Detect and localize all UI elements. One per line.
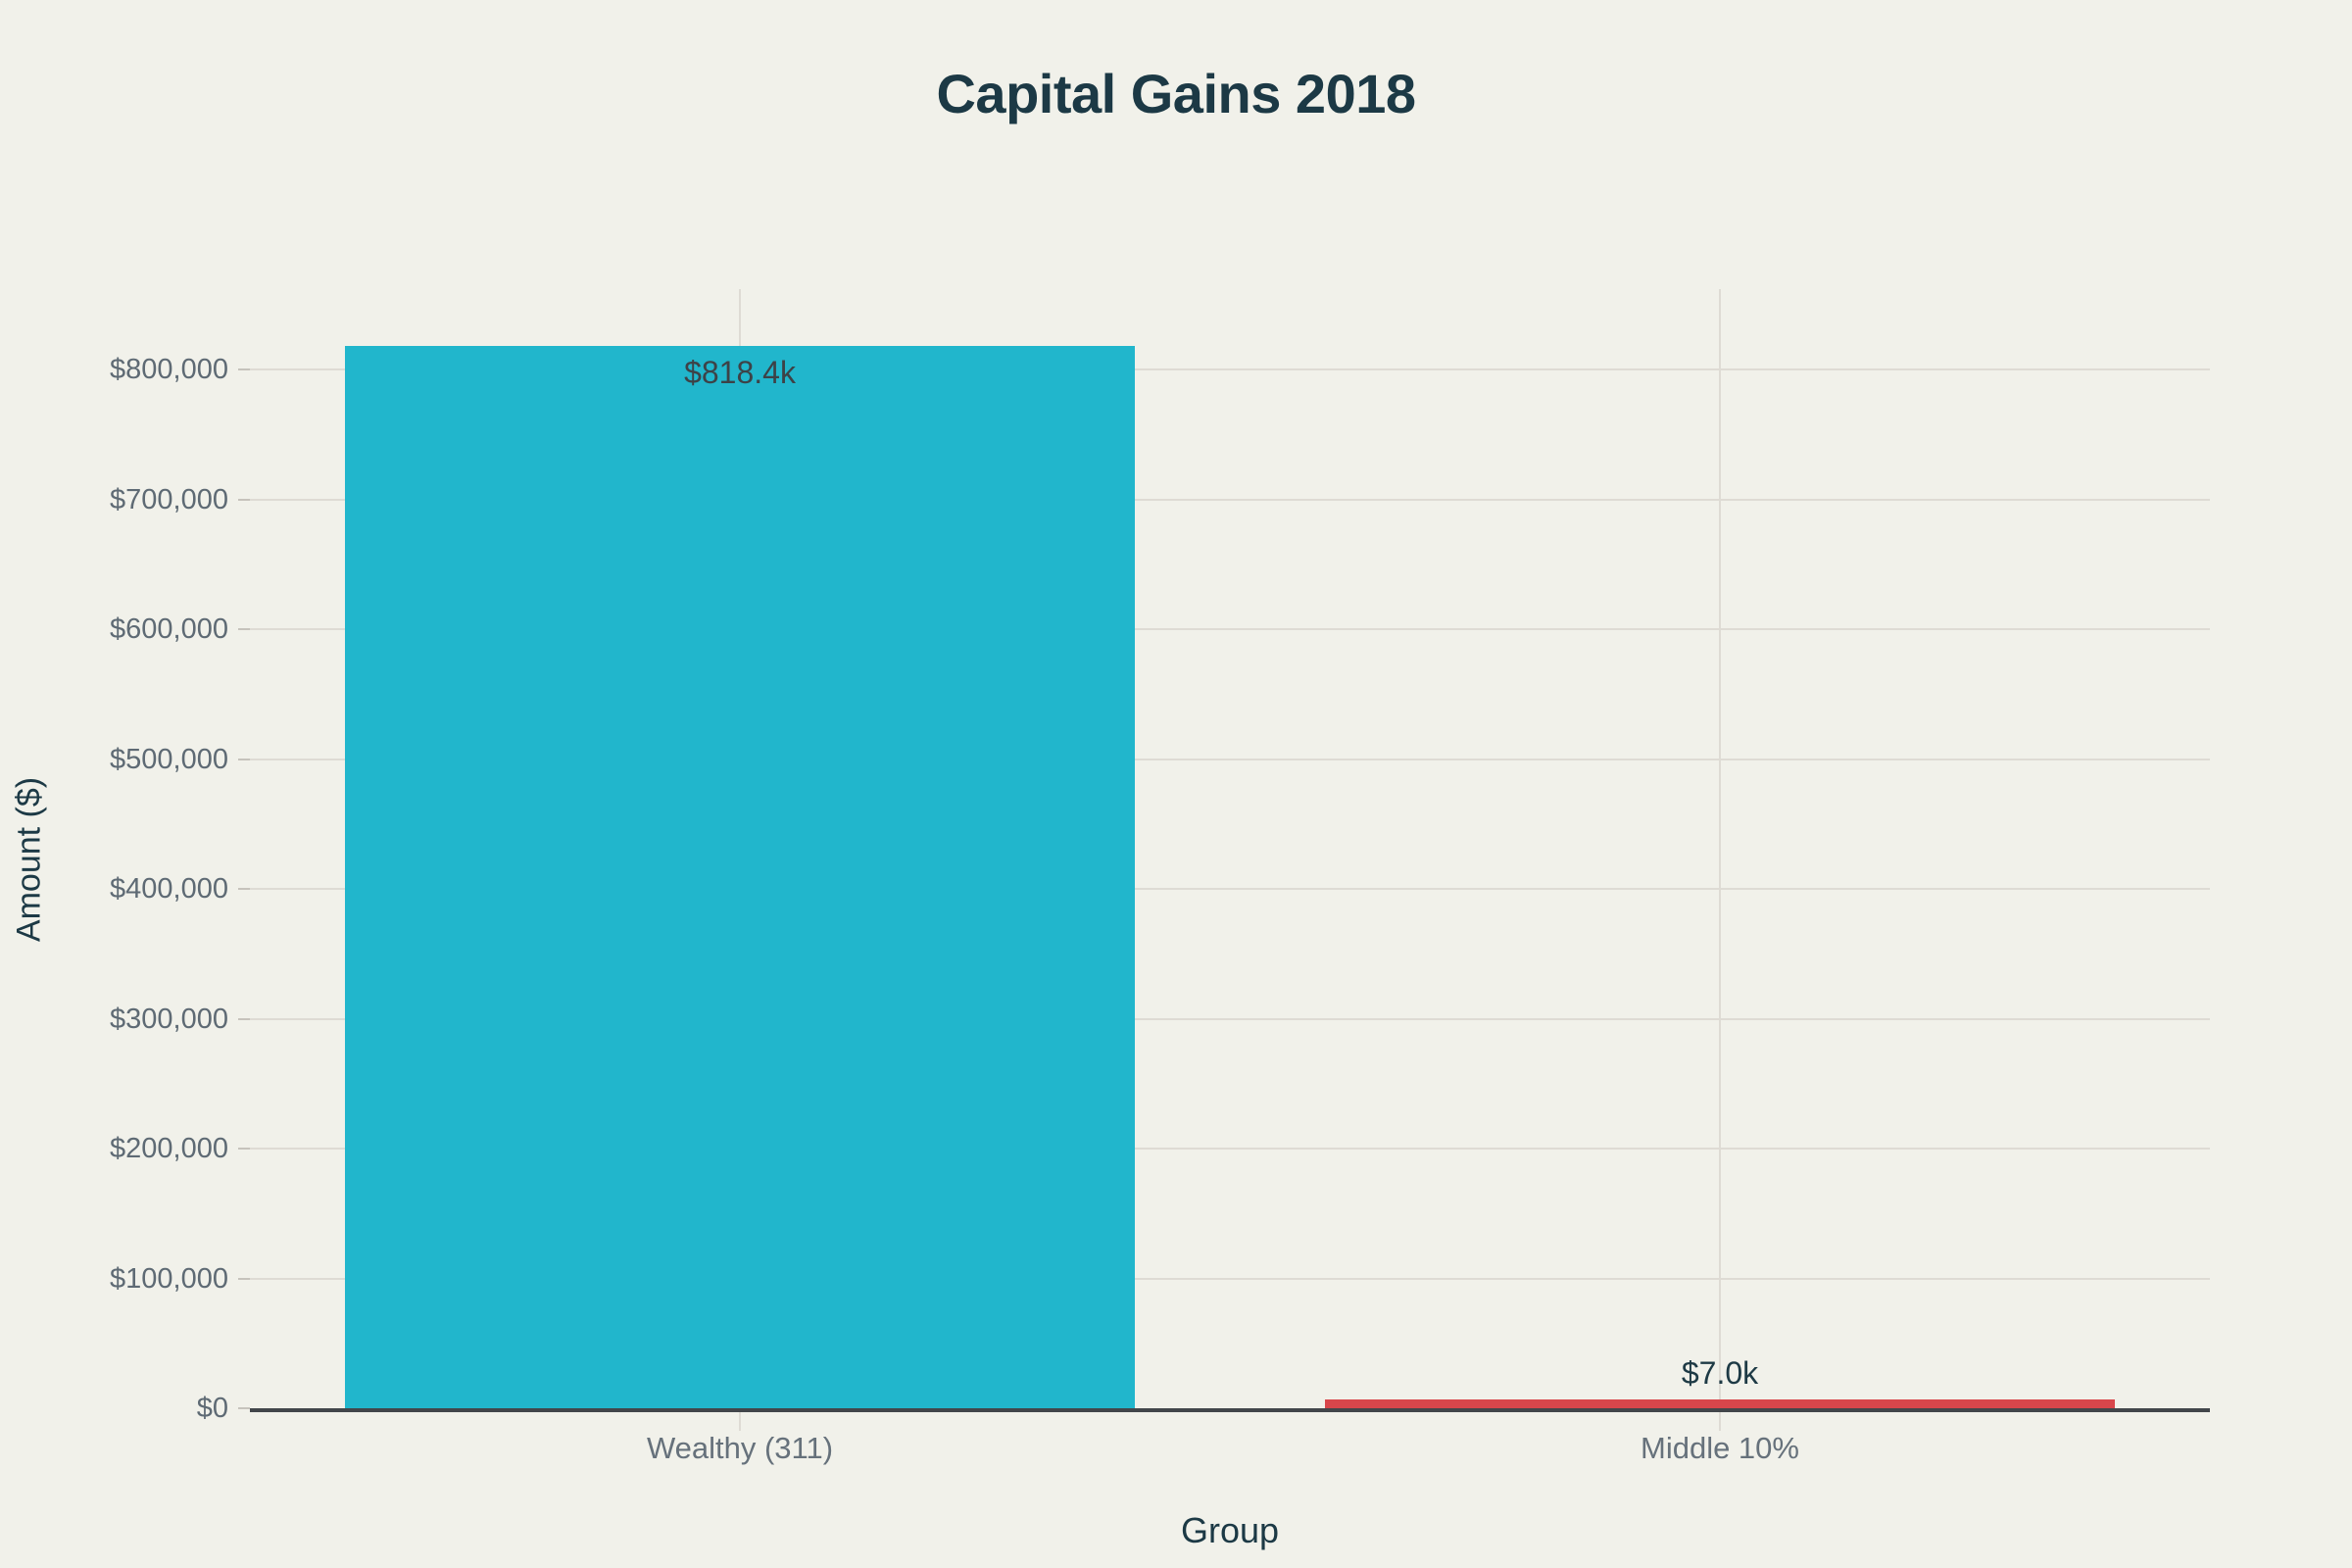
y-axis-title: Amount ($)	[10, 776, 48, 943]
y-tick-label: $0	[196, 1393, 228, 1424]
y-tick-mark	[238, 499, 250, 501]
x-axis-line	[250, 1408, 2210, 1412]
y-tick-mark	[238, 368, 250, 370]
x-axis-title: Group	[1180, 1510, 1280, 1550]
bar-value-label: $7.0k	[1681, 1355, 1759, 1391]
y-tick-label: $200,000	[110, 1133, 228, 1164]
x-tick-label: Wealthy (311)	[646, 1431, 834, 1465]
y-tick-label: $700,000	[110, 484, 228, 515]
y-tick-label: $800,000	[110, 354, 228, 385]
y-gridline	[250, 499, 2210, 501]
y-gridline	[250, 1278, 2210, 1280]
y-gridline	[250, 368, 2210, 370]
y-tick-mark	[238, 888, 250, 890]
y-tick-label: $400,000	[110, 873, 228, 905]
y-tick-mark	[238, 1407, 250, 1409]
x-gridline	[1719, 289, 1721, 1431]
y-gridline	[250, 628, 2210, 630]
y-gridline	[250, 888, 2210, 890]
y-tick-mark	[238, 1278, 250, 1280]
y-tick-label: $300,000	[110, 1004, 228, 1035]
bar	[345, 346, 1135, 1408]
y-tick-mark	[238, 759, 250, 760]
bar-value-label: $818.4k	[684, 355, 796, 390]
chart-title: Capital Gains 2018	[936, 63, 1416, 124]
y-tick-mark	[238, 1018, 250, 1020]
y-gridline	[250, 1148, 2210, 1150]
y-tick-label: $100,000	[110, 1263, 228, 1295]
y-gridline	[250, 759, 2210, 760]
y-tick-mark	[238, 1148, 250, 1150]
y-tick-mark	[238, 628, 250, 630]
y-gridline	[250, 1018, 2210, 1020]
y-tick-label: $500,000	[110, 744, 228, 775]
x-tick-label: Middle 10%	[1641, 1431, 1799, 1465]
y-tick-label: $600,000	[110, 613, 228, 645]
bar	[1325, 1399, 2115, 1408]
